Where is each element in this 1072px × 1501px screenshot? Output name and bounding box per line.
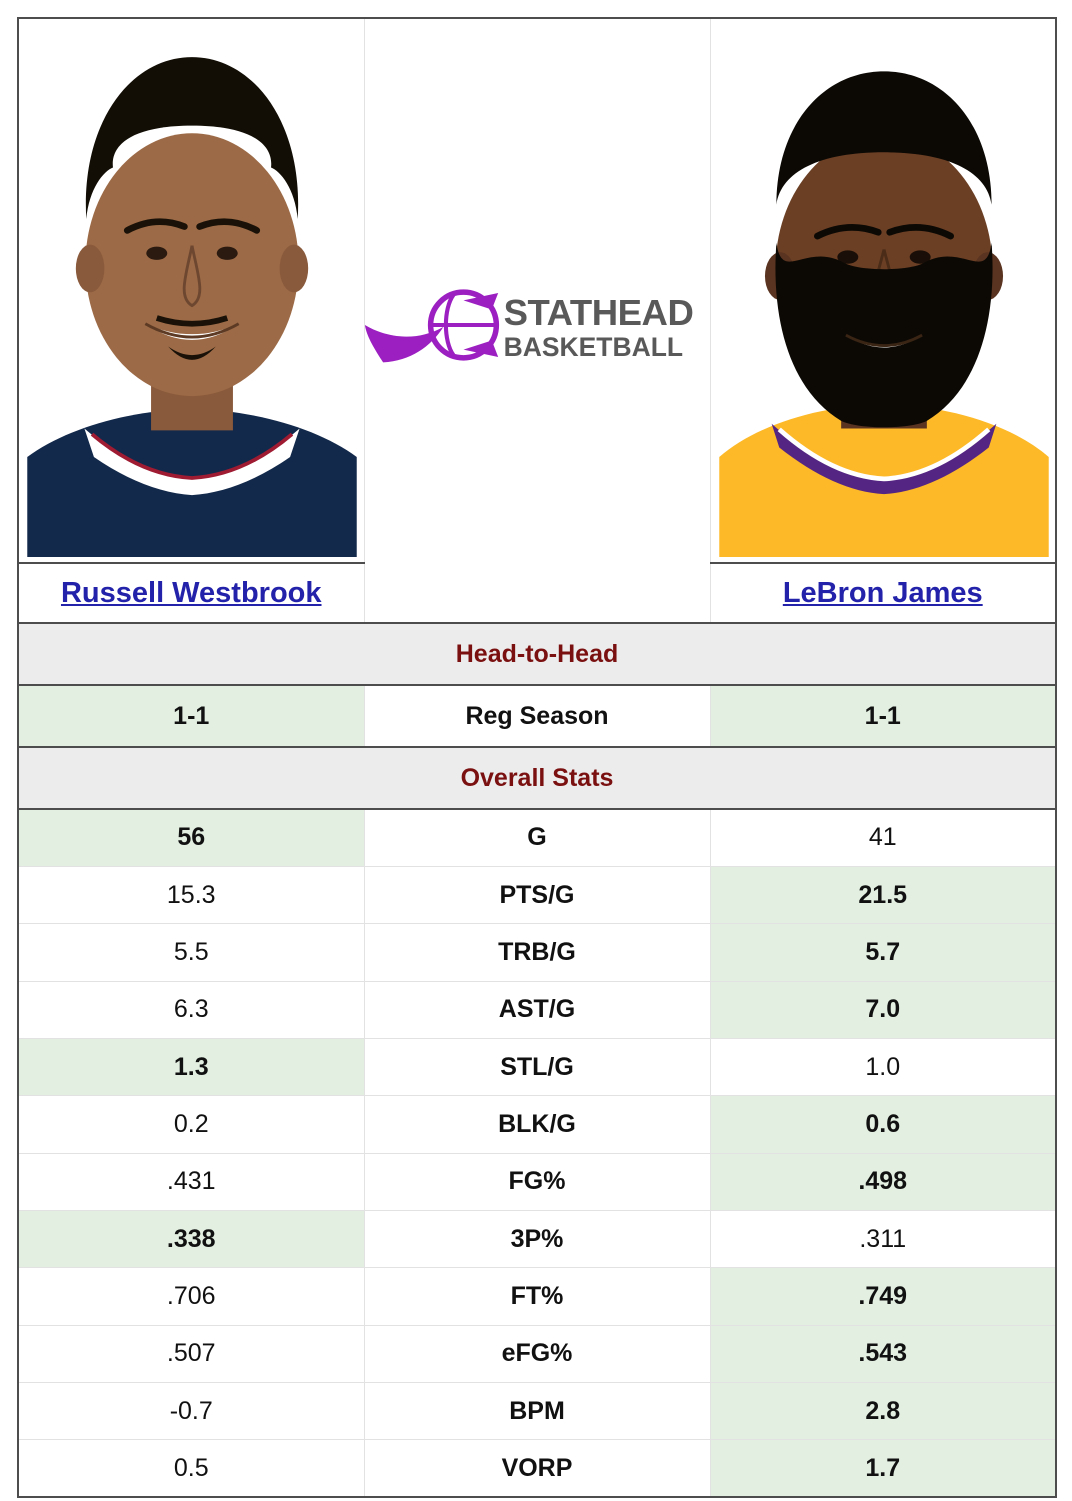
svg-text:BASKETBALL: BASKETBALL [504, 332, 683, 362]
svg-text:STATHEAD: STATHEAD [504, 292, 694, 333]
